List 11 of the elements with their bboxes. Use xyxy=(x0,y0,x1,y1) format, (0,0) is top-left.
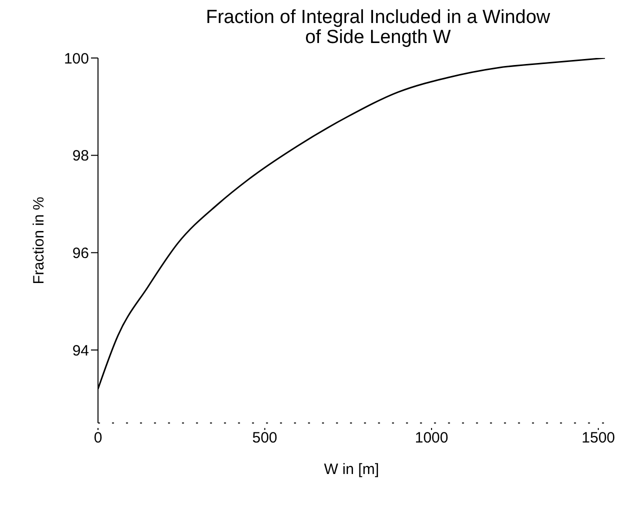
chart-title: Fraction of Integral Included in a Window of Side Length W xyxy=(204,7,552,48)
y-tick-label: 100 xyxy=(64,50,89,68)
x-axis-title: W in [m] xyxy=(324,461,379,478)
x-tick-label: 500 xyxy=(252,430,278,447)
x-tick-label: 1500 xyxy=(582,430,616,447)
y-tick-label: 94 xyxy=(72,342,89,360)
x-tick-label: 0 xyxy=(94,430,102,447)
y-tick-label: 96 xyxy=(72,244,89,262)
y-axis-title: Fraction in % xyxy=(30,196,48,284)
y-tick-label: 98 xyxy=(72,148,89,165)
x-tick-label: 1000 xyxy=(414,430,448,447)
